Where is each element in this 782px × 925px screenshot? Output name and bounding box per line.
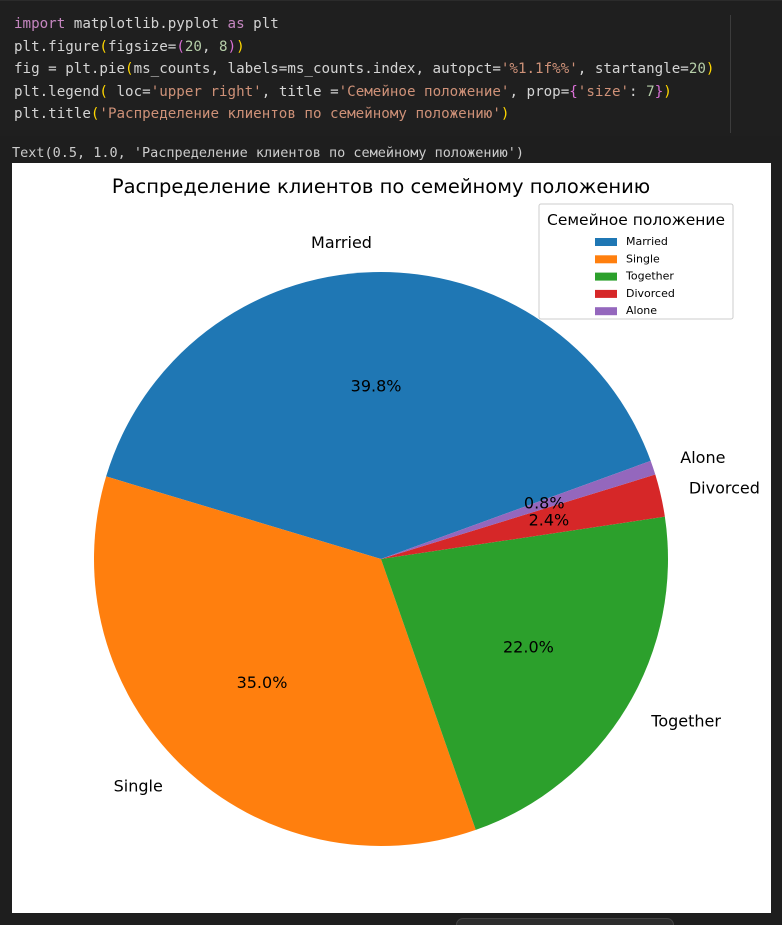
code-token: plt.legend bbox=[14, 84, 100, 100]
code-token: ) bbox=[227, 39, 237, 55]
legend-swatch-married bbox=[595, 238, 617, 246]
percent-label-alone: 0.8% bbox=[524, 494, 565, 513]
code-token: loc= bbox=[107, 84, 151, 100]
code-token: ) bbox=[500, 106, 510, 122]
pie-slice-divorced bbox=[381, 474, 665, 559]
code-token: , bbox=[201, 39, 220, 55]
legend-label-married: Married bbox=[626, 235, 668, 248]
legend-swatch-divorced bbox=[595, 289, 617, 298]
code-token: ( bbox=[90, 106, 100, 122]
percent-labels: 39.8% 35.0% 22.0% 2.4%0.8% bbox=[237, 376, 570, 692]
code-cell[interactable]: import matplotlib.pyplot as plt plt.figur… bbox=[0, 0, 782, 136]
code-line: plt.figure(figsize=(20, 8)) bbox=[14, 36, 245, 59]
code-token: 'Распределение клиентов по семейному пол… bbox=[99, 106, 501, 122]
legend-title: Семейное положение bbox=[547, 211, 725, 229]
percent-label-together: 22.0% bbox=[503, 637, 554, 656]
code-token: figsize= bbox=[107, 39, 177, 55]
category-label-married: Married bbox=[311, 233, 372, 252]
code-token: plt.figure bbox=[14, 39, 100, 55]
code-token: : bbox=[629, 84, 647, 100]
code-token: as bbox=[227, 16, 245, 32]
percent-label-divorced: 2.4% bbox=[529, 510, 570, 529]
code-token: matplotlib.pyplot bbox=[65, 16, 228, 32]
code-token: , startangle= bbox=[577, 61, 689, 77]
category-label-single: Single bbox=[114, 777, 163, 796]
code-token: 20 bbox=[688, 61, 706, 77]
legend-label-divorced: Divorced bbox=[626, 287, 675, 300]
pie-slice-single bbox=[94, 476, 476, 847]
chart-title: Распределение клиентов по семейному поло… bbox=[112, 175, 650, 198]
legend-label-together: Together bbox=[625, 270, 674, 283]
category-label-alone: Alone bbox=[680, 448, 725, 467]
pie-slice-together bbox=[381, 516, 668, 830]
code-token: ) bbox=[236, 39, 245, 55]
legend-label-alone: Alone bbox=[626, 304, 657, 317]
code-token: 20 bbox=[184, 39, 202, 55]
percent-label-married: 39.8% bbox=[351, 376, 402, 395]
pie-slice-alone bbox=[381, 460, 656, 559]
category-label-together: Together bbox=[650, 712, 721, 731]
category-label-divorced: Divorced bbox=[689, 479, 760, 498]
code-token: 'upper right' bbox=[150, 84, 262, 100]
code-token: ) bbox=[705, 61, 715, 77]
code-line: fig = plt.pie(ms_counts, labels=ms_count… bbox=[14, 58, 714, 81]
code-token: fig = plt.pie bbox=[14, 61, 126, 77]
legend-swatch-single bbox=[595, 255, 617, 264]
cell-output-text: Text(0.5, 1.0, 'Распределение клиентов п… bbox=[12, 145, 525, 161]
scroll-pill[interactable] bbox=[456, 918, 674, 925]
legend-swatch-together bbox=[595, 272, 617, 281]
pie-slice-married bbox=[106, 272, 651, 559]
code-token: ( bbox=[99, 39, 108, 55]
code-line: plt.legend( loc='upper right', title ='С… bbox=[14, 81, 672, 104]
code-token: { bbox=[569, 84, 578, 100]
code-token: plt bbox=[244, 16, 279, 32]
code-token: 8 bbox=[219, 39, 228, 55]
code-line: plt.title('Распределение клиентов по сем… bbox=[14, 103, 509, 126]
code-token: ( bbox=[99, 84, 108, 100]
code-token: import bbox=[14, 16, 66, 32]
code-token: 'size' bbox=[577, 84, 630, 100]
code-token: plt.title bbox=[14, 106, 91, 122]
plot-output: Распределение клиентов по семейному поло… bbox=[12, 163, 771, 913]
percent-label-single: 35.0% bbox=[237, 673, 288, 692]
code-token: ( bbox=[125, 61, 134, 77]
legend-box bbox=[538, 203, 734, 320]
code-token: 'Семейное положение' bbox=[338, 84, 510, 100]
pie-chart: Распределение клиентов по семейному поло… bbox=[94, 175, 760, 847]
category-labels: Married Single Together Divorced Alone bbox=[114, 233, 760, 796]
code-token: '%1.1f%%' bbox=[500, 61, 578, 77]
legend-swatch-alone bbox=[595, 307, 617, 316]
code-token: ( bbox=[176, 39, 185, 55]
code-token: } bbox=[654, 84, 664, 100]
code-token: ms_counts, labels=ms_counts.index, autop… bbox=[133, 61, 501, 77]
code-token: , prop= bbox=[509, 84, 570, 100]
code-token: ) bbox=[663, 84, 672, 100]
pie-slices bbox=[94, 272, 668, 847]
code-token: , title = bbox=[261, 84, 339, 100]
cell-separator bbox=[730, 15, 731, 133]
code-line: import matplotlib.pyplot as plt bbox=[14, 13, 279, 36]
legend-label-single: Single bbox=[626, 252, 660, 265]
code-token: 7 bbox=[646, 84, 655, 100]
legend: Семейное положение Married Single Together D… bbox=[538, 203, 734, 320]
